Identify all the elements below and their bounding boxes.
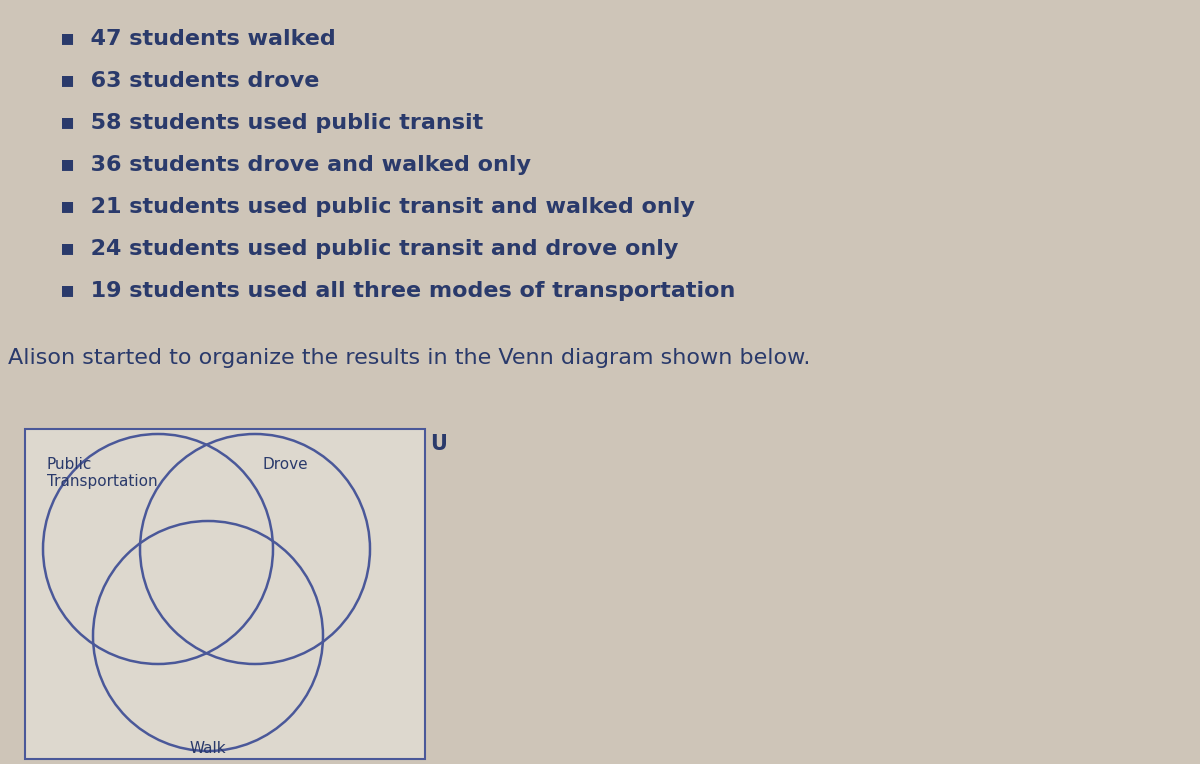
Text: ▪  47 students walked: ▪ 47 students walked [60,29,336,49]
Text: ▪  36 students drove and walked only: ▪ 36 students drove and walked only [60,155,530,175]
Text: ▪  63 students drove: ▪ 63 students drove [60,71,319,91]
Text: ▪  58 students used public transit: ▪ 58 students used public transit [60,113,484,133]
Text: U: U [430,434,446,454]
Text: ▪  24 students used public transit and drove only: ▪ 24 students used public transit and dr… [60,239,678,259]
Text: Walk: Walk [190,741,227,756]
Text: ▪  19 students used all three modes of transportation: ▪ 19 students used all three modes of tr… [60,281,736,301]
Text: Public
Transportation: Public Transportation [47,457,157,490]
Bar [25,429,425,759]
Text: Drove: Drove [263,457,308,472]
Text: ▪  21 students used public transit and walked only: ▪ 21 students used public transit and wa… [60,197,695,217]
Text: Alison started to organize the results in the Venn diagram shown below.: Alison started to organize the results i… [8,348,810,368]
